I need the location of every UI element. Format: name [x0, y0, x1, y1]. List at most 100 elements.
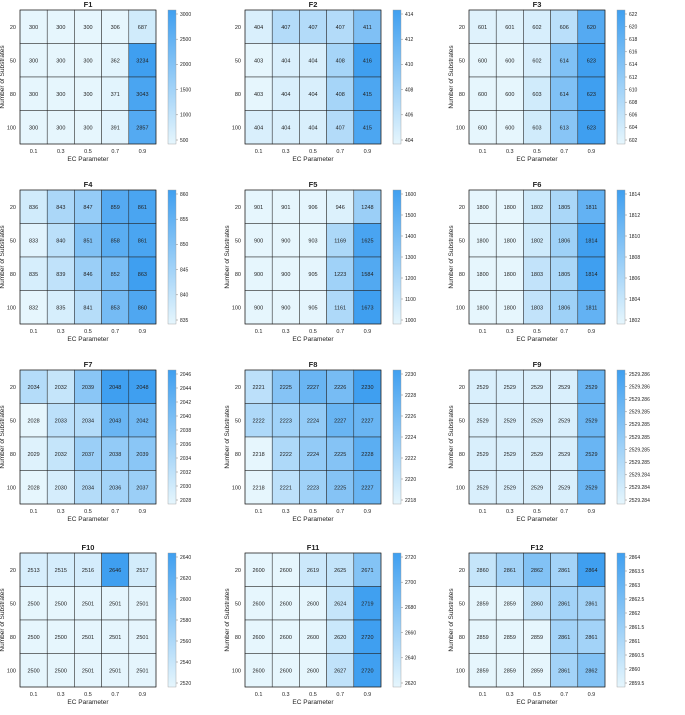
y-tick-label: 80 [459, 635, 465, 641]
heatmap-cell [353, 9, 382, 44]
cell-value-label: 371 [111, 92, 120, 98]
colorbar-tick-label: 2500 [180, 37, 191, 43]
y-tick-label: 80 [10, 635, 16, 641]
y-axis-label: Number of Substrates [224, 588, 231, 652]
y-tick-label: 100 [456, 125, 465, 131]
heatmap-cell [74, 369, 102, 404]
heatmap-panel-f12: F12 2860 2861 2862 2861 2864 2859 2859 2860 2861 2… [448, 543, 645, 706]
y-tick-label: 80 [10, 272, 16, 278]
cell-value-label: 2039 [136, 452, 148, 458]
heatmap-cell [271, 369, 300, 404]
cell-value-label: 603 [532, 92, 541, 98]
colorbar-tick-label: 2620 [405, 681, 416, 687]
colorbar-tick-label: 2864 [629, 555, 640, 561]
heatmap-cell [46, 189, 75, 224]
colorbar-tick-label: 614 [629, 62, 638, 68]
panel-title: F10 [82, 543, 95, 552]
panel-title: F2 [309, 0, 318, 9]
cell-value-label: 2529 [558, 452, 570, 458]
heatmap-cell [523, 470, 551, 505]
colorbar [392, 369, 402, 505]
x-tick-label: 0.1 [255, 509, 263, 515]
y-tick-label: 100 [232, 485, 241, 491]
x-tick-label: 0.1 [479, 692, 487, 698]
heatmap-frame [468, 552, 606, 688]
y-axis-label: Number of Substrates [0, 45, 6, 109]
colorbar-tick-label: 2529.286 [629, 384, 650, 390]
cell-value-label: 1673 [361, 305, 373, 311]
cell-value-label: 2222 [252, 418, 264, 424]
heatmap-cell [326, 436, 355, 471]
heatmap-cell [46, 653, 75, 688]
heatmap-cell [326, 189, 355, 224]
heatmap-cell [523, 256, 551, 291]
heatmap-cell [468, 369, 497, 404]
cell-value-label: 2529 [476, 418, 488, 424]
cell-value-label: 415 [363, 125, 372, 131]
x-axis-label: EC Parameter [292, 699, 334, 706]
cell-value-label: 2624 [334, 601, 346, 607]
heatmap-cell [495, 43, 524, 78]
heatmap-panel-f11: F11 2600 2600 2619 2625 2671 2600 2600 2600 2624 2… [224, 543, 416, 706]
heatmap-cell [523, 653, 551, 688]
heatmap-cell [353, 223, 382, 258]
cell-value-label: 2600 [280, 568, 292, 574]
cell-value-label: 1803 [531, 272, 543, 278]
cell-value-label: 623 [587, 92, 596, 98]
heatmap-panel-f5: F5 901 901 906 946 1248 900 900 903 1169 1625 900 90… [224, 180, 416, 343]
colorbar-tick-label: 414 [405, 12, 414, 18]
x-tick-label: 0.5 [533, 692, 541, 698]
heatmap-cell [353, 189, 382, 224]
cell-value-label: 2500 [27, 601, 39, 607]
heatmap-cell [271, 552, 300, 587]
x-tick-label: 0.9 [139, 509, 147, 515]
cell-value-label: 2720 [361, 635, 373, 641]
cell-value-label: 2227 [361, 418, 373, 424]
colorbar-tick-label: 620 [629, 24, 638, 30]
cell-value-label: 2529 [504, 485, 516, 491]
x-tick-label: 0.1 [30, 692, 38, 698]
heatmap-cell [353, 256, 382, 291]
y-tick-label: 20 [235, 568, 241, 574]
colorbar-tick-label: 1600 [405, 192, 416, 198]
colorbar-tick-label: 2860 [629, 667, 640, 673]
x-tick-label: 0.3 [282, 509, 290, 515]
colorbar [167, 9, 177, 145]
heatmap-cell [550, 290, 579, 325]
heatmap-frame [468, 369, 606, 505]
heatmap-cell [577, 552, 606, 587]
heatmap-panel-f10: F10 2513 2515 2516 2646 2517 2500 2500 2501 2501 2… [0, 543, 191, 706]
cell-value-label: 2221 [280, 485, 292, 491]
cell-value-label: 2671 [361, 568, 373, 574]
heatmap-frame [19, 552, 157, 688]
heatmap-cell [271, 110, 300, 145]
cell-value-label: 2032 [55, 452, 67, 458]
colorbar-tick-label: 2529.284 [629, 473, 650, 479]
cell-value-label: 600 [478, 58, 487, 64]
x-tick-label: 0.9 [588, 149, 596, 155]
heatmap-frame [468, 189, 606, 325]
colorbar-tick-label: 622 [629, 12, 638, 18]
y-tick-label: 50 [235, 418, 241, 424]
heatmap-cell [299, 470, 327, 505]
y-tick-label: 50 [235, 601, 241, 607]
y-axis-label: Number of Substrates [448, 225, 455, 289]
heatmap-cell [523, 43, 551, 78]
colorbar-tick-label: 2036 [180, 442, 191, 448]
heatmap-frame [19, 369, 157, 505]
heatmap-frame [19, 9, 157, 145]
cell-value-label: 2861 [558, 668, 570, 674]
x-tick-label: 0.5 [84, 509, 92, 515]
heatmap-cell [550, 43, 579, 78]
colorbar-tick-label: 2034 [180, 456, 191, 462]
x-tick-label: 0.5 [309, 329, 317, 335]
panel-title: F8 [309, 360, 318, 369]
cell-value-label: 852 [111, 272, 120, 278]
y-tick-label: 80 [10, 92, 16, 98]
heatmap-cell [468, 586, 497, 621]
cell-value-label: 407 [336, 25, 345, 31]
cell-value-label: 1169 [334, 238, 346, 244]
colorbar [616, 552, 626, 688]
